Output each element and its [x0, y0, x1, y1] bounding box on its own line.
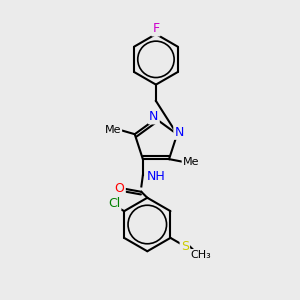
Text: F: F — [152, 22, 160, 35]
Text: N: N — [149, 110, 159, 123]
Text: Cl: Cl — [108, 197, 120, 210]
Text: S: S — [181, 240, 189, 253]
Text: N: N — [175, 126, 184, 139]
Text: Me: Me — [104, 125, 121, 135]
Text: CH₃: CH₃ — [190, 250, 211, 260]
Text: O: O — [115, 182, 124, 195]
Text: NH: NH — [147, 170, 166, 183]
Text: Me: Me — [183, 157, 199, 167]
